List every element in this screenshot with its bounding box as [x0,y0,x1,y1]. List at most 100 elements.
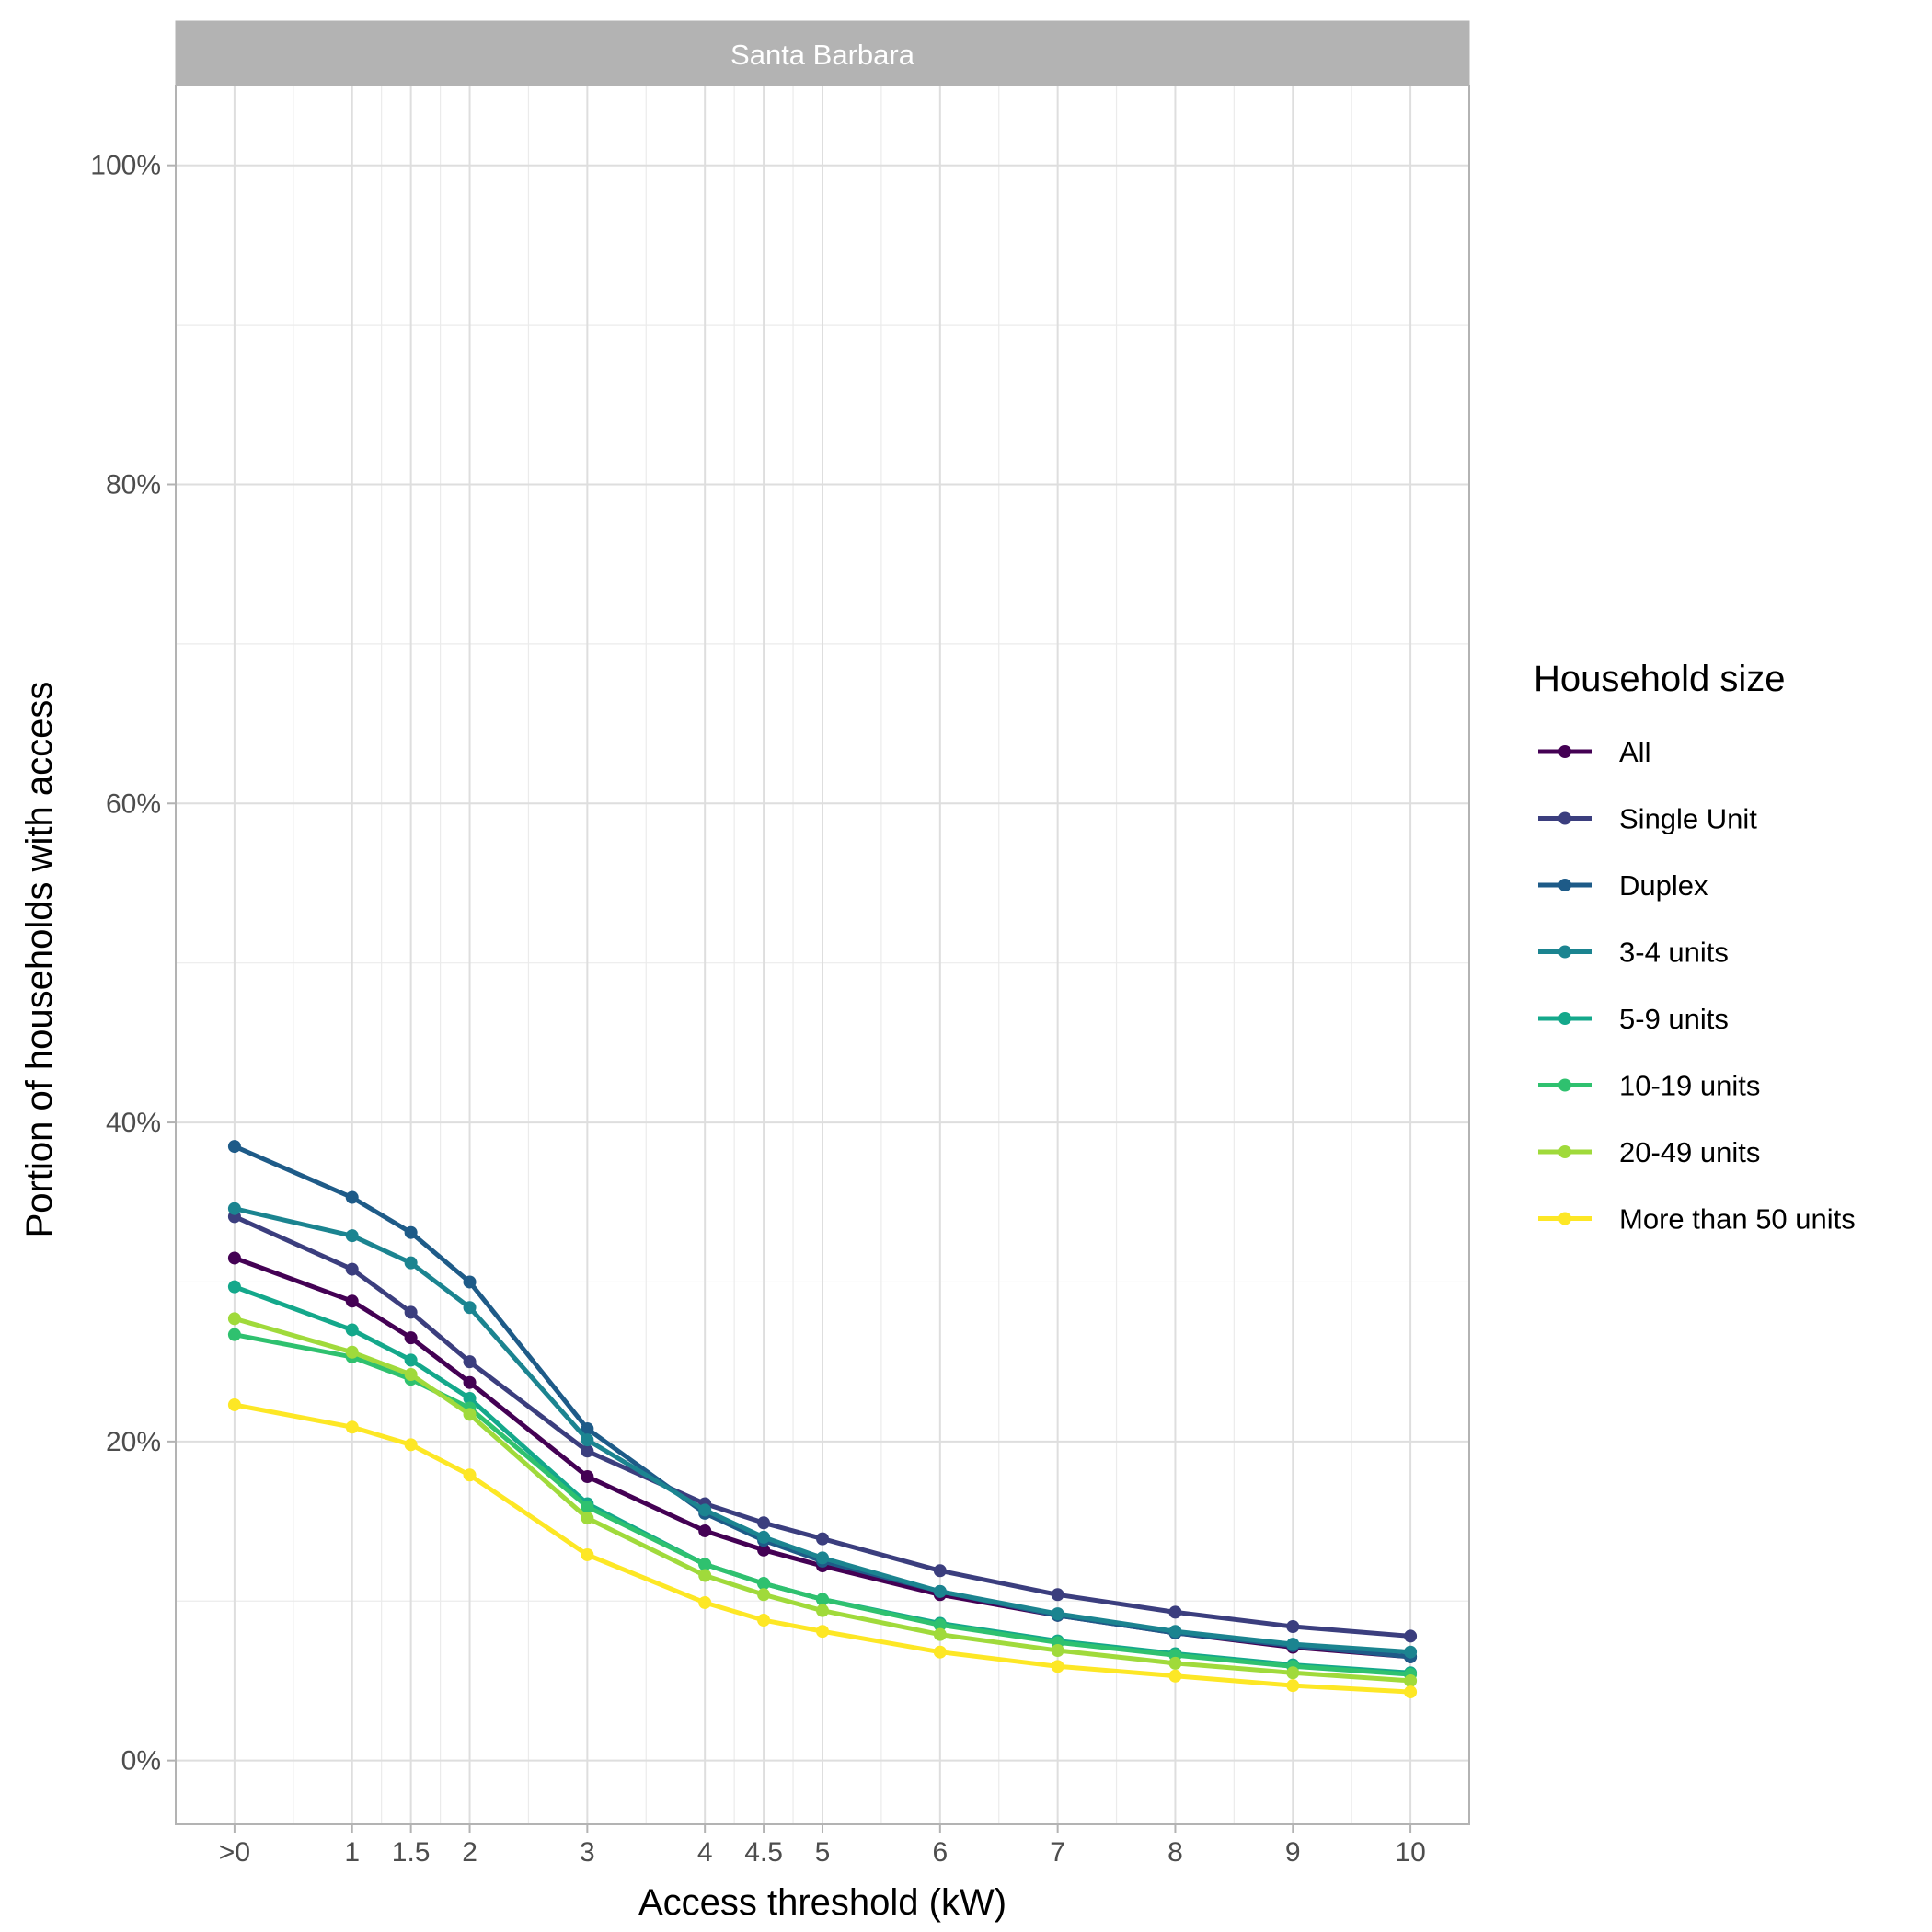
data-point-5-9-units [227,1280,241,1294]
data-point-duplex [227,1140,241,1154]
data-point-all [345,1294,359,1308]
legend-item-duplex: Duplex [1538,869,1708,902]
x-tick-label: 1.5 [392,1837,431,1868]
data-point-more-than-50-units [698,1595,712,1609]
data-point-3-4-units [698,1503,712,1517]
data-point-5-9-units [345,1323,359,1337]
series-20-49-units [227,1312,1418,1687]
y-tick-label: 20% [106,1427,161,1457]
data-point-20-49-units [463,1408,477,1421]
legend-title: Household size [1534,659,1786,699]
data-point-duplex [581,1421,594,1435]
x-tick-label: 10 [1395,1837,1425,1868]
x-axis: >0 1 1.5 2 3 4 4.5 5 6 7 8 9 10 [219,1824,1426,1868]
legend-label: 3-4 units [1619,937,1729,969]
data-point-single-unit [816,1532,829,1546]
data-point-20-49-units [227,1312,241,1326]
data-point-single-unit [757,1516,771,1530]
legend-label: 10-19 units [1619,1070,1760,1102]
data-point-3-4-units [816,1551,829,1565]
x-tick-label: 2 [462,1837,477,1868]
y-tick-label: 0% [121,1746,161,1777]
x-tick-label: 3 [580,1837,595,1868]
data-point-single-unit [933,1564,947,1578]
data-point-5-9-units [463,1392,477,1406]
series-more-than-50-units [227,1397,1418,1699]
legend-key-point [1558,1078,1571,1092]
data-point-duplex [463,1275,477,1289]
data-point-10-19-units [933,1618,947,1632]
legend: Household size All Single Unit Duplex 3-4 u… [1534,659,1856,1236]
data-point-more-than-50-units [463,1468,477,1482]
facet-strip-bg [175,20,1470,86]
data-point-single-unit [463,1355,477,1369]
data-point-all [757,1543,771,1557]
data-point-more-than-50-units [757,1614,771,1627]
data-point-10-19-units [581,1500,594,1513]
data-point-more-than-50-units [1286,1679,1300,1693]
data-point-20-49-units [1051,1644,1064,1657]
data-point-more-than-50-units [1404,1685,1418,1699]
legend-label: 5-9 units [1619,1003,1729,1035]
legend-key-point [1558,811,1571,825]
y-axis-title: Portion of households with access [19,682,60,1238]
data-point-10-19-units [227,1328,241,1341]
x-tick-label: 9 [1285,1837,1301,1868]
legend-label: Single Unit [1619,803,1757,835]
data-point-20-49-units [345,1345,359,1359]
data-point-3-4-units [933,1584,947,1598]
data-point-3-4-units [1051,1607,1064,1621]
data-point-3-4-units [463,1301,477,1315]
legend-items: All Single Unit Duplex 3-4 units 5-9 units 10… [1538,736,1856,1236]
data-point-5-9-units [404,1353,418,1367]
data-point-duplex [345,1190,359,1204]
data-point-more-than-50-units [581,1547,594,1561]
data-point-3-4-units [404,1256,418,1270]
legend-key-point [1558,745,1571,758]
data-point-3-4-units [1168,1625,1182,1639]
data-point-more-than-50-units [345,1420,359,1434]
data-point-20-49-units [581,1512,594,1525]
x-tick-label: 1 [344,1837,360,1868]
data-point-3-4-units [345,1229,359,1243]
data-point-3-4-units [1286,1638,1300,1651]
data-point-more-than-50-units [933,1645,947,1659]
data-point-3-4-units [1404,1645,1418,1659]
data-point-single-unit [1051,1588,1064,1602]
data-point-all [227,1251,241,1265]
data-point-single-unit [1286,1619,1300,1633]
x-tick-label: 5 [815,1837,831,1868]
series-layer [227,1140,1418,1699]
legend-label: More than 50 units [1619,1203,1856,1236]
data-point-all [463,1375,477,1389]
data-point-single-unit [345,1262,359,1276]
data-point-3-4-units [581,1433,594,1447]
legend-key-point [1558,1012,1571,1025]
data-point-all [404,1331,418,1345]
legend-key-point [1558,879,1571,891]
x-tick-label: >0 [219,1837,250,1868]
data-point-20-49-units [816,1604,829,1617]
data-point-10-19-units [816,1593,829,1606]
data-point-20-49-units [757,1588,771,1602]
data-point-all [698,1524,712,1537]
facet-strip: Santa Barbara [175,20,1470,86]
data-point-more-than-50-units [404,1438,418,1452]
data-point-20-49-units [1404,1673,1418,1687]
legend-key-point [1558,1212,1571,1225]
legend-label: 20-49 units [1619,1136,1760,1168]
data-point-20-49-units [933,1627,947,1641]
facet-title: Santa Barbara [730,39,915,71]
data-point-20-49-units [404,1368,418,1382]
data-point-20-49-units [1286,1666,1300,1680]
data-point-more-than-50-units [1051,1660,1064,1673]
legend-key-point [1558,1145,1571,1158]
y-axis: 0% 20% 40% 60% 80% 100% [90,151,176,1777]
y-tick-label: 100% [90,151,161,181]
legend-item-all: All [1538,736,1650,768]
y-tick-label: 40% [106,1108,161,1138]
legend-label: All [1619,736,1650,768]
legend-item-5-9-units: 5-9 units [1538,1003,1729,1035]
